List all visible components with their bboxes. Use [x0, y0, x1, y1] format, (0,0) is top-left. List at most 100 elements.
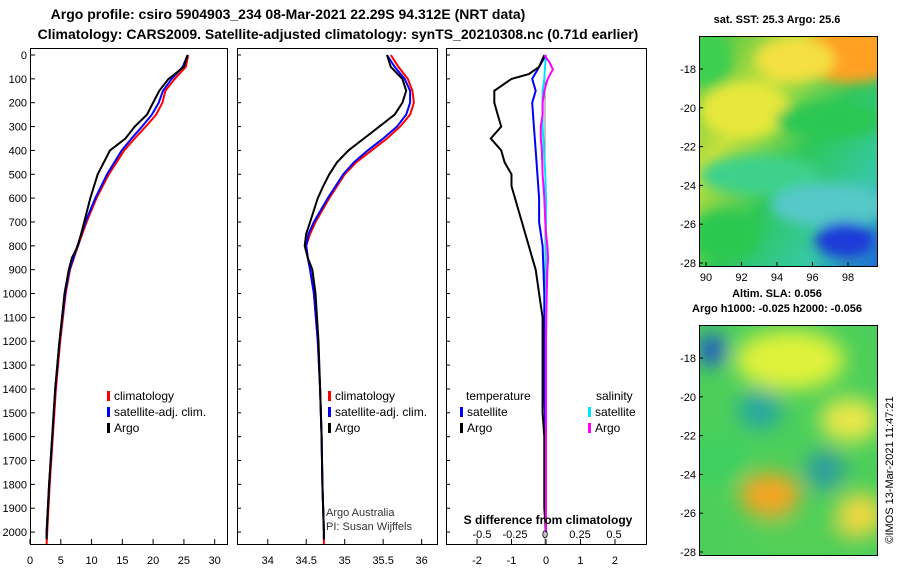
lat-tick-label: -22	[680, 431, 696, 443]
lon-tick-label: 98	[842, 272, 854, 284]
lon-tick-label: 94	[771, 272, 783, 284]
legend-label-argo: Argo	[114, 421, 140, 435]
title-line-2: Climatology: CARS2009. Satellite-adjuste…	[38, 26, 639, 42]
legend-swatch-climatology	[328, 391, 331, 401]
series-line-temperature-argo	[489, 54, 547, 533]
legend-label-satellite: satellite-adj. clim.	[114, 405, 206, 419]
top-tick-label: 0.5	[606, 529, 621, 541]
sla-map-frame	[699, 325, 878, 556]
depth-tick-label: 1900	[3, 503, 27, 515]
x-tick-label: 35.5	[372, 555, 393, 567]
temperature-legend: climatology satellite-adj. clim. Argo	[107, 389, 206, 435]
x-tick-label: 0	[27, 555, 33, 567]
depth-tick-label: 2000	[3, 527, 27, 539]
depth-tick-label: 1100	[3, 312, 27, 324]
x-tick-label: 30	[209, 555, 221, 567]
legend-label-argo: Argo	[335, 421, 361, 435]
lat-tick-label: -22	[680, 142, 696, 154]
lat-tick-label: -24	[680, 180, 696, 192]
top-tick-label: 0.25	[569, 529, 590, 541]
top-tick-label: 0	[542, 529, 548, 541]
temperature-x-axis: 0 5 10 15 20 25 30	[27, 539, 221, 567]
sla-map-title-1: Altim. SLA: 0.056	[732, 288, 822, 300]
series-line-salinity-argo	[539, 54, 555, 533]
depth-tick-label: 1600	[3, 432, 27, 444]
legend-swatch-temp-satellite	[460, 407, 463, 417]
lon-tick-label: 92	[735, 272, 747, 284]
x-tick-label: 36	[415, 555, 427, 567]
legend-label-temp-satellite: satellite	[467, 405, 508, 419]
x-tick-label: 25	[178, 555, 190, 567]
depth-tick-label: 200	[9, 98, 27, 110]
legend-label-temp-argo: Argo	[467, 421, 493, 435]
legend-title-temperature: temperature	[466, 389, 531, 403]
legend-swatch-satellite	[328, 407, 331, 417]
legend-swatch-argo	[328, 423, 331, 433]
credit-pi: PI: Susan Wijffels	[326, 521, 412, 533]
x-tick-label: -2	[472, 555, 482, 567]
lat-tick-label: -20	[680, 392, 696, 404]
series-line-satellite-adj-clim-	[45, 54, 189, 540]
depth-tick-label: 1800	[3, 479, 27, 491]
temperature-series	[45, 54, 190, 545]
x-tick-label: 15	[116, 555, 128, 567]
depth-tick-label: 0	[21, 50, 27, 62]
sla-map-axes: -18 -20 -22 -24 -26 -28	[680, 353, 703, 559]
legend-title-salinity: salinity	[596, 389, 633, 403]
title-line-1: Argo profile: csiro 5904903_234 08-Mar-2…	[51, 6, 526, 22]
salinity-x-axis: 34 34.5 35 35.5 36	[262, 539, 428, 567]
lon-tick-label: 90	[700, 272, 712, 284]
x-tick-label: 5	[58, 555, 64, 567]
x-tick-label: 20	[147, 555, 159, 567]
depth-tick-label: 400	[9, 145, 27, 157]
depth-tick-label: 700	[9, 217, 27, 229]
legend-swatch-temp-argo	[460, 423, 463, 433]
x-tick-label: 10	[85, 555, 97, 567]
x-tick-label: 34.5	[296, 555, 317, 567]
difference-legend: temperature salinity satellite Argo sate…	[460, 389, 636, 541]
temperature-panel-frame	[30, 48, 228, 545]
depth-tick-label: 900	[9, 265, 27, 277]
depth-tick-label: 1000	[3, 289, 27, 301]
lat-tick-label: -18	[680, 64, 696, 76]
lat-tick-label: -24	[680, 469, 696, 481]
depth-tick-label: 1700	[3, 456, 27, 468]
x-tick-label: 34	[262, 555, 274, 567]
sst-map-frame	[699, 36, 878, 267]
x-tick-label: 35	[339, 555, 351, 567]
x-tick-label: 2	[612, 555, 618, 567]
difference-x-axis: -2 -1 0 1 2	[472, 539, 618, 567]
salinity-legend: climatology satellite-adj. clim. Argo Ar…	[326, 389, 427, 533]
imos-credit: ©IMOS 13-Mar-2021 11:47:21	[884, 396, 896, 543]
depth-tick-label: 1200	[3, 336, 27, 348]
legend-label-climatology: climatology	[114, 389, 174, 403]
series-line-argo	[45, 54, 189, 540]
sst-map-image	[699, 36, 877, 266]
legend-swatch-climatology	[107, 391, 110, 401]
depth-tick-label: 300	[9, 122, 27, 134]
depth-tick-label: 600	[9, 193, 27, 205]
credit-argo-australia: Argo Australia	[326, 507, 395, 519]
lat-tick-label: -18	[680, 353, 696, 365]
difference-series	[489, 54, 555, 533]
top-tick-label: -0.5	[473, 529, 492, 541]
series-line-temperature-satellite	[531, 54, 547, 533]
series-line-argo	[303, 54, 408, 540]
lat-tick-label: -28	[680, 258, 696, 270]
depth-axis: 0 100 200 300 400 500 600 700 800 900 1000 1100 1200…	[3, 50, 450, 539]
difference-xlabel: S difference from climatology	[464, 513, 633, 527]
top-tick-label: -0.25	[502, 529, 527, 541]
x-tick-label: -1	[507, 555, 517, 567]
legend-swatch-argo	[107, 423, 110, 433]
legend-label-sal-satellite: satellite	[595, 405, 636, 419]
legend-swatch-satellite	[107, 407, 110, 417]
sst-map-axes: -18 -20 -22 -24 -26 -28 90 92 94 96 98	[680, 64, 854, 284]
legend-label-climatology: climatology	[335, 389, 395, 403]
legend-label-sal-argo: Argo	[595, 421, 621, 435]
difference-panel-frame	[446, 48, 647, 545]
depth-tick-label: 1300	[3, 360, 27, 372]
sla-map-image	[699, 325, 877, 555]
depth-tick-label: 100	[9, 74, 27, 86]
salinity-series	[303, 54, 415, 544]
lat-tick-label: -20	[680, 103, 696, 115]
